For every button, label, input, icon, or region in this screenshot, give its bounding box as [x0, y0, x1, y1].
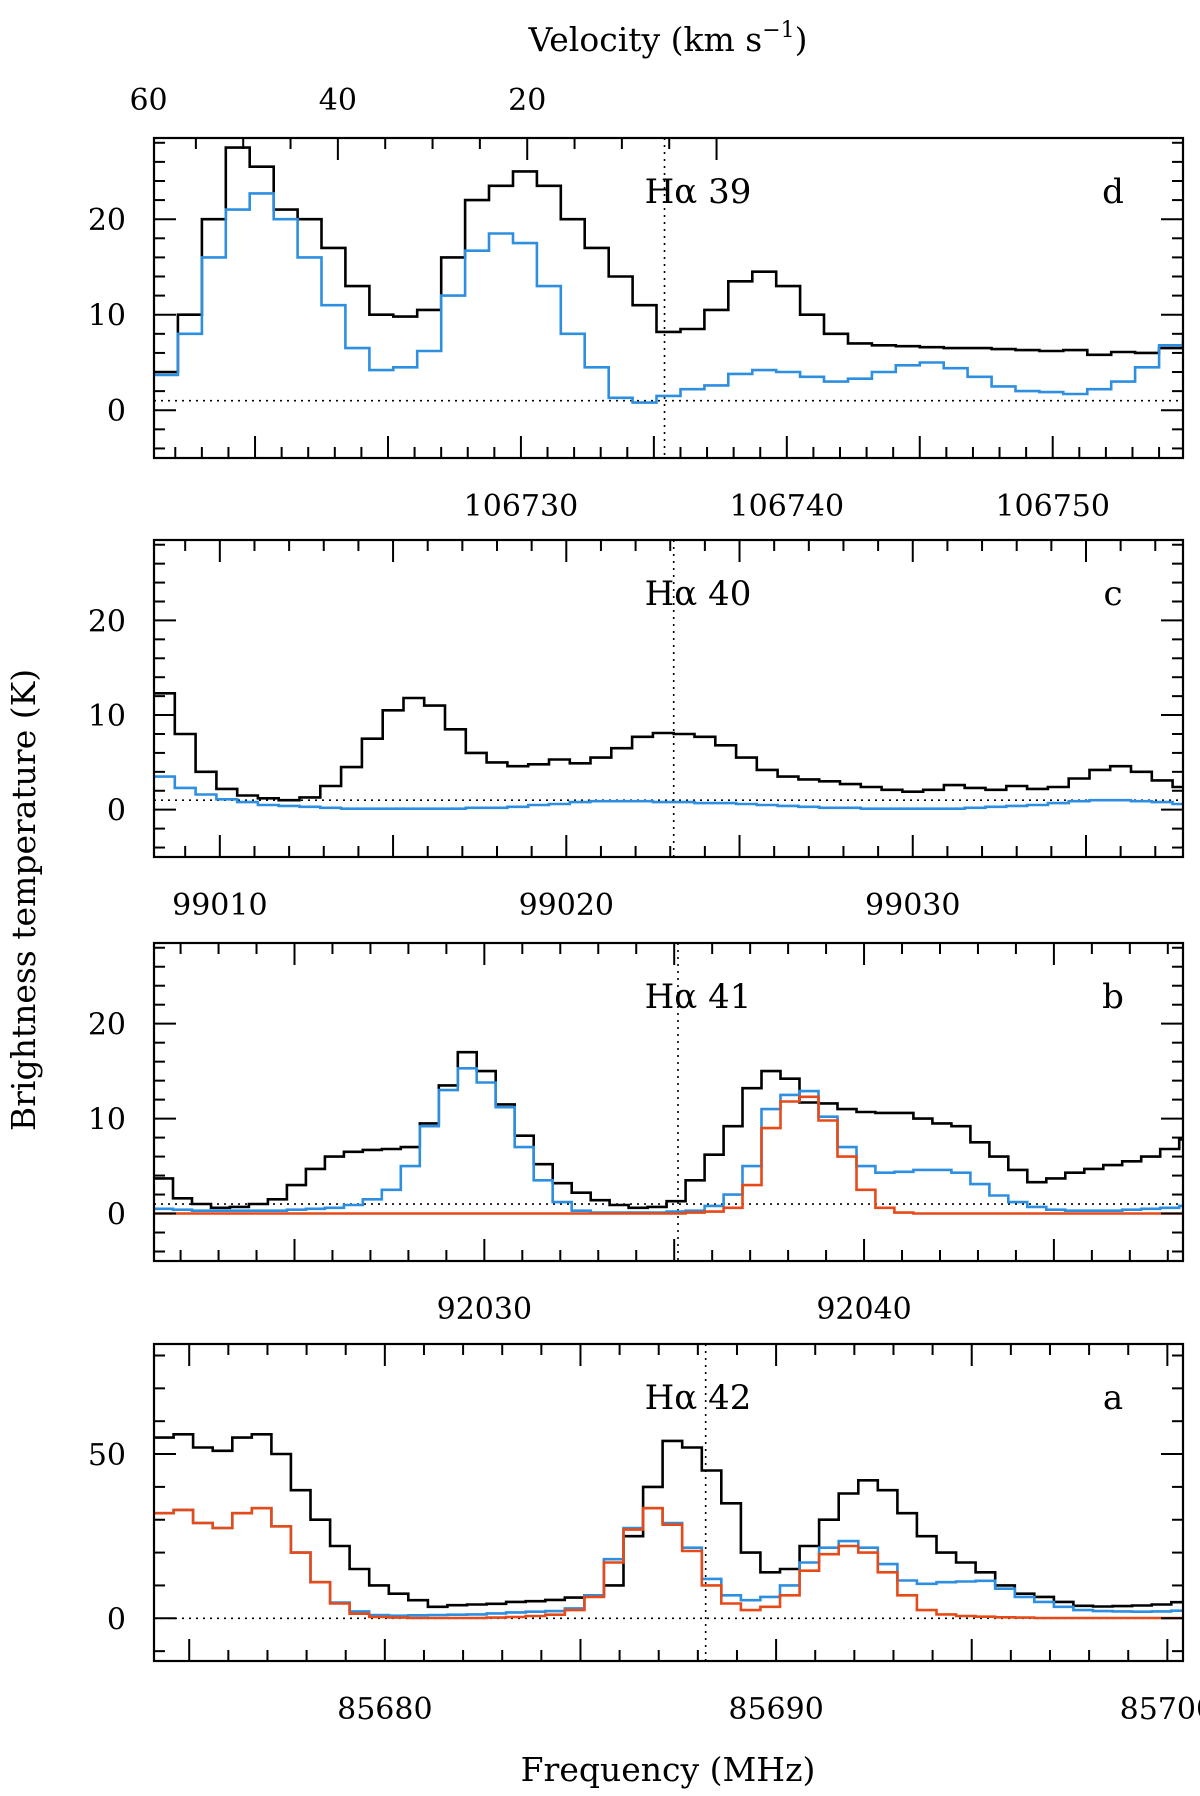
line-title: Hα 42 — [645, 1378, 752, 1418]
velocity-tick-label: 20 — [508, 83, 546, 118]
panel-d: 0 10 20 106730 106740 106750 Hα 39 d — [88, 136, 1185, 524]
series-blue — [154, 775, 1183, 810]
top-axis-title-exponent: −1 — [762, 18, 794, 43]
y-tick-label: 0 — [107, 1198, 126, 1233]
x-tick-label: 106740 — [730, 489, 845, 524]
series-black — [154, 146, 1183, 374]
y-tick-label: 50 — [88, 1438, 126, 1473]
y-tick-label: 0 — [107, 794, 126, 829]
x-tick-label: 99020 — [519, 888, 614, 923]
line-title: Hα 40 — [645, 574, 752, 614]
panel-a: 0 50 85680 85690 85700 Hα 42 a — [88, 1342, 1200, 1727]
x-tick-label: 106730 — [464, 489, 579, 524]
line-title: Hα 41 — [645, 977, 752, 1017]
panel-c: 0 10 20 99010 99020 99030 Hα 40 c — [88, 538, 1185, 923]
velocity-tick-label: 60 — [129, 83, 167, 118]
x-tick-label: 92040 — [816, 1292, 911, 1327]
series-blue — [154, 192, 1183, 404]
series-black — [154, 692, 1183, 802]
line-title: Hα 39 — [645, 172, 752, 212]
y-tick-label: 10 — [88, 1103, 126, 1138]
x-tick-label: 99030 — [865, 888, 960, 923]
panel-letter: a — [1103, 1378, 1123, 1418]
panel-letter: c — [1103, 574, 1122, 614]
y-tick-label: 0 — [107, 394, 126, 429]
y-tick-label: 0 — [107, 1602, 126, 1637]
x-tick-label: 106750 — [995, 489, 1110, 524]
velocity-axis: 10080604020Velocity (km s−1) — [129, 18, 808, 160]
y-tick-label: 10 — [88, 299, 126, 334]
x-axis-title: Frequency (MHz) — [521, 1750, 816, 1789]
series-black — [154, 1433, 1183, 1609]
x-tick-label: 85700 — [1120, 1692, 1200, 1727]
series-red — [154, 1095, 1183, 1215]
series-red — [154, 1506, 1183, 1620]
x-tick-label: 85680 — [337, 1692, 432, 1727]
panel-frame — [152, 941, 1185, 1263]
y-tick-label: 10 — [88, 699, 126, 734]
series-black — [154, 1050, 1183, 1210]
x-tick-label: 85690 — [728, 1692, 823, 1727]
top-axis-title-main: Velocity (km s — [527, 20, 762, 59]
top-axis-title-close: ) — [795, 20, 808, 59]
velocity-tick-label: 40 — [319, 83, 357, 118]
top-axis-title: Velocity (km s−1) — [527, 18, 807, 59]
panel-frame — [152, 538, 1185, 859]
y-tick-label: 20 — [88, 203, 126, 238]
x-tick-label: 92030 — [437, 1292, 532, 1327]
panel-frame — [152, 1342, 1185, 1663]
series-blue — [154, 1067, 1183, 1214]
y-tick-label: 20 — [88, 604, 126, 639]
y-axis-title: Brightness temperature (K) — [4, 669, 43, 1131]
x-tick-label: 99010 — [172, 888, 267, 923]
panel-letter: b — [1102, 977, 1124, 1017]
y-tick-label: 20 — [88, 1008, 126, 1043]
panel-letter: d — [1102, 172, 1124, 212]
panel-b: 0 10 20 92030 92040 Hα 41 b — [88, 941, 1185, 1327]
